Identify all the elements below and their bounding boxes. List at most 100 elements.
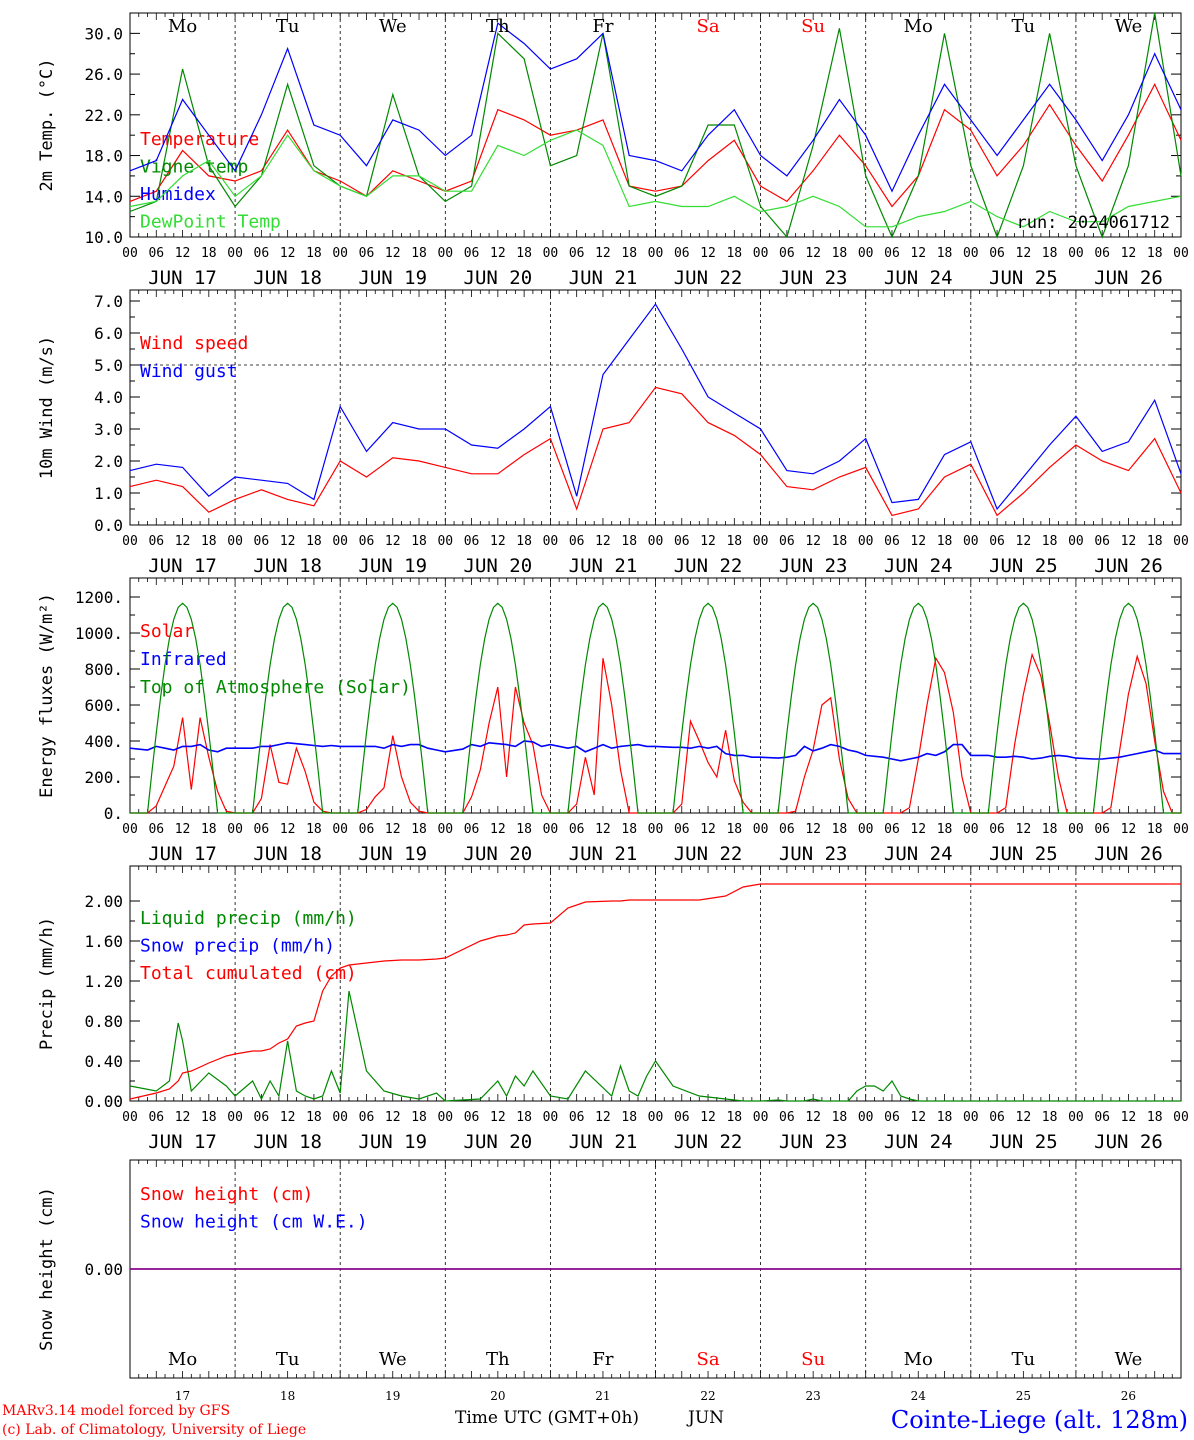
y-tick-label: 800. (84, 660, 123, 679)
x-day-label: JUN 25 (989, 555, 1058, 577)
x-hour-label: 06 (254, 246, 270, 261)
x-hour-label: 00 (332, 534, 348, 549)
x-hour-label: 12 (595, 822, 611, 837)
legend-entry: Snow height (cm) (140, 1184, 313, 1205)
x-hour-label: 18 (1042, 822, 1058, 837)
x-hour-label: 00 (437, 534, 453, 549)
x-hour-label: 00 (753, 534, 769, 549)
x-hour-label: 18 (201, 1110, 217, 1125)
x-hour-label: 06 (989, 534, 1005, 549)
x-hour-label: 06 (148, 246, 164, 261)
x-hour-label: 06 (464, 246, 480, 261)
x-hour-label: 18 (306, 534, 322, 549)
x-hour-label: 00 (753, 822, 769, 837)
x-day-label: JUN 22 (674, 267, 743, 289)
x-day-label: JUN 24 (884, 843, 953, 865)
x-hour-label: 00 (122, 1110, 138, 1125)
weekday-label: We (1115, 16, 1143, 37)
x-hour-label: 18 (1042, 1110, 1058, 1125)
x-hour-label: 00 (437, 822, 453, 837)
legend-entry: Liquid precip (mm/h) (140, 908, 357, 929)
x-hour-label: 00 (332, 246, 348, 261)
weekday-label: Th (486, 16, 510, 37)
y-tick-label: 18.0 (84, 147, 123, 166)
x-hour-label: 12 (1016, 822, 1032, 837)
x-hour-label: 18 (832, 246, 848, 261)
x-hour-label: 12 (805, 246, 821, 261)
legend-entry: Vigne temp (140, 157, 248, 178)
x-hour-label: 06 (359, 822, 375, 837)
bottom-day-number: 22 (700, 1389, 715, 1403)
x-hour-label: 00 (227, 534, 243, 549)
x-hour-label: 18 (1042, 246, 1058, 261)
x-hour-label: 06 (254, 534, 270, 549)
x-hour-label: 12 (175, 534, 191, 549)
x-hour-label: 00 (1068, 534, 1084, 549)
x-day-label: JUN 26 (1094, 843, 1163, 865)
x-hour-label: 00 (122, 246, 138, 261)
bottom-day-number: 19 (385, 1389, 400, 1403)
x-hour-label: 18 (726, 534, 742, 549)
x-hour-label: 00 (227, 1110, 243, 1125)
x-hour-label: 18 (621, 534, 637, 549)
x-hour-label: 00 (1068, 1110, 1084, 1125)
x-hour-label: 12 (595, 1110, 611, 1125)
x-hour-label: 18 (937, 534, 953, 549)
weekday-label: Th (486, 1349, 510, 1370)
x-hour-label: 12 (490, 246, 506, 261)
x-day-label: JUN 17 (148, 555, 217, 577)
x-hour-label: 18 (621, 822, 637, 837)
x-day-label: JUN 23 (779, 843, 848, 865)
x-hour-label: 06 (884, 534, 900, 549)
x-hour-label: 12 (490, 1110, 506, 1125)
legend-entry: Solar (140, 621, 194, 642)
bottom-day-number: 17 (175, 1389, 190, 1403)
x-hour-label: 12 (1016, 534, 1032, 549)
y-tick-label: 14.0 (84, 187, 123, 206)
legend-entry: Wind speed (140, 333, 248, 354)
x-day-label: JUN 22 (674, 555, 743, 577)
x-hour-label: 18 (411, 534, 427, 549)
x-hour-label: 18 (516, 246, 532, 261)
x-hour-label: 00 (227, 246, 243, 261)
series-line-humidex (129, 22, 1182, 193)
legend-entry: Humidex (140, 184, 216, 205)
x-hour-label: 18 (201, 822, 217, 837)
x-hour-label: 00 (858, 822, 874, 837)
x-hour-label: 12 (175, 822, 191, 837)
bottom-day-number: 25 (1016, 1389, 1031, 1403)
legend-entry: Top of Atmosphere (Solar) (140, 677, 411, 698)
x-day-label: JUN 19 (358, 267, 427, 289)
x-hour-label: 06 (148, 1110, 164, 1125)
x-hour-label: 00 (648, 246, 664, 261)
x-hour-label: 00 (648, 822, 664, 837)
x-hour-label: 00 (753, 1110, 769, 1125)
x-day-label: JUN 22 (674, 843, 743, 865)
y-axis-label: 10m Wind (m/s) (37, 336, 57, 479)
x-hour-label: 00 (437, 246, 453, 261)
x-hour-label: 06 (674, 534, 690, 549)
x-hour-label: 12 (700, 822, 716, 837)
x-hour-label: 06 (674, 822, 690, 837)
x-hour-label: 18 (832, 534, 848, 549)
legend-entry: Wind gust (140, 361, 238, 382)
x-hour-label: 06 (1094, 246, 1110, 261)
x-hour-label: 12 (1121, 534, 1137, 549)
x-hour-label: 00 (543, 822, 559, 837)
x-hour-label: 00 (1068, 246, 1084, 261)
y-tick-label: 1.60 (84, 932, 123, 951)
bottom-day-number: 18 (280, 1389, 295, 1403)
x-hour-label: 00 (963, 246, 979, 261)
x-hour-label: 18 (937, 822, 953, 837)
weekday-label: Mo (168, 1349, 197, 1370)
x-hour-label: 12 (385, 534, 401, 549)
x-hour-label: 18 (1147, 1110, 1163, 1125)
y-tick-label: 4.0 (94, 388, 123, 407)
x-hour-label: 18 (937, 1110, 953, 1125)
panel-2: 0.0 1.0 2.0 3.0 4.0 5.0 6.0 7.0 10m Wind (m/s) Wi… (37, 289, 1189, 577)
x-hour-label: 12 (1121, 246, 1137, 261)
y-axis-label: Energy fluxes (W/m²) (37, 593, 57, 798)
x-hour-label: 00 (858, 246, 874, 261)
x-hour-label: 18 (201, 246, 217, 261)
x-hour-label: 00 (963, 1110, 979, 1125)
